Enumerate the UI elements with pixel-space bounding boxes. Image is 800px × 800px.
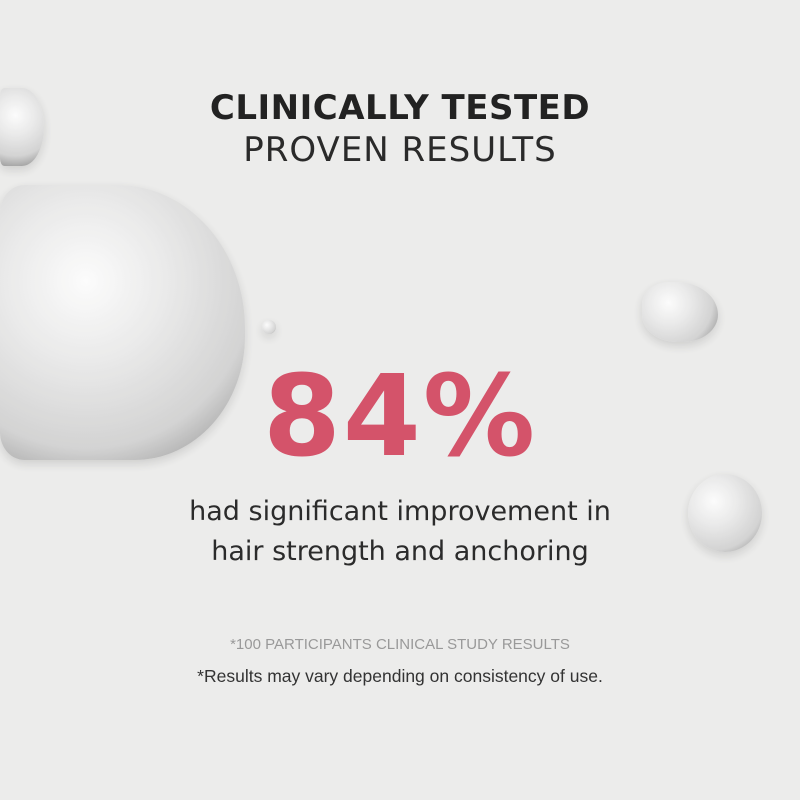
tiny-gel-droplet-image <box>262 320 276 334</box>
top-gel-droplet-image <box>0 88 44 166</box>
stat-percentage: 84% <box>262 352 538 482</box>
lower-right-gel-droplet-image <box>688 474 762 552</box>
disclaimer-note: *Results may vary depending on consisten… <box>197 666 603 686</box>
right-gel-droplet-image <box>642 282 718 342</box>
study-note: *100 PARTICIPANTS CLINICAL STUDY RESULTS <box>230 636 570 653</box>
large-gel-droplet-image <box>0 185 245 460</box>
description-line-2: hair strength and anchoring <box>211 536 589 567</box>
heading-line-2: PROVEN RESULTS <box>243 130 557 170</box>
heading-line-1: CLINICALLY TESTED <box>209 88 591 128</box>
description-line-1: had significant improvement in <box>189 496 611 527</box>
